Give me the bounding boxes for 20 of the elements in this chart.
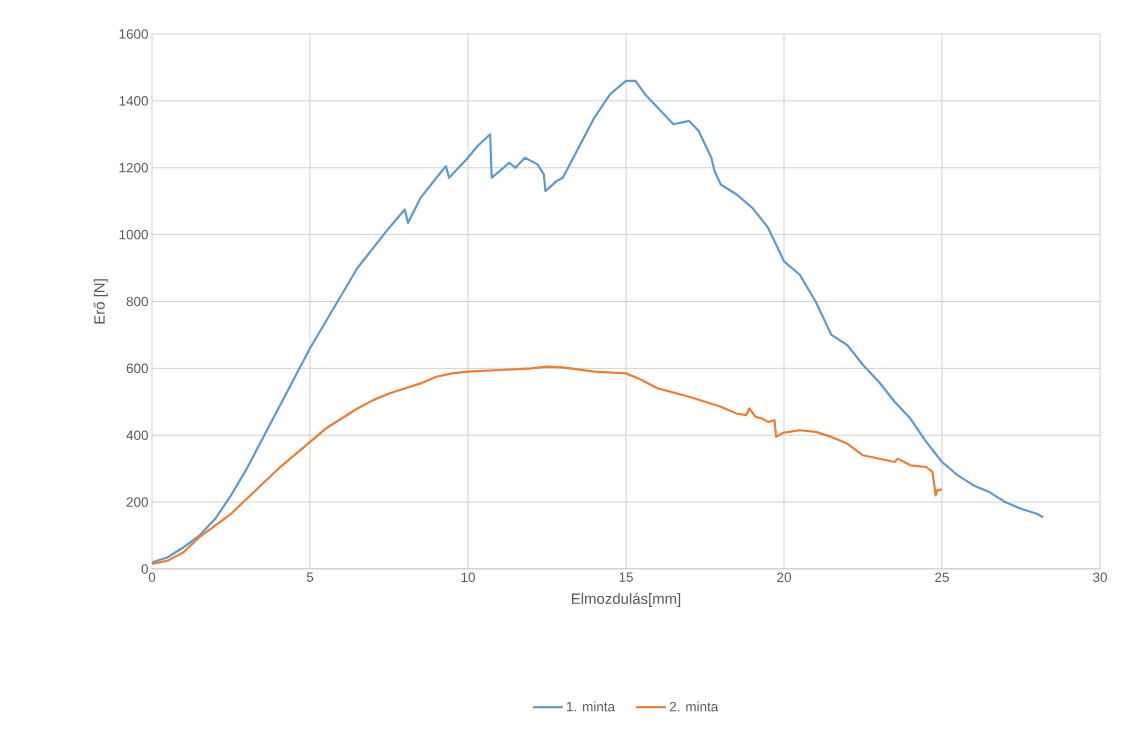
x-tick-label: 15 [619, 572, 633, 582]
x-tick-label: 25 [935, 572, 949, 583]
y-tick-label: 600 [126, 363, 148, 374]
x-tick-label: 0 [148, 572, 156, 583]
y-tick-label: 1600 [119, 29, 148, 39]
y-tick-label: 1200 [119, 162, 148, 173]
y-tick-label: 1400 [119, 96, 148, 106]
x-tick-label: 10 [461, 572, 475, 583]
y-axis-title: Erő [N] [93, 279, 108, 324]
x-tick-label: 20 [777, 572, 791, 583]
y-tick-label: 800 [126, 296, 148, 307]
x-tick-label: 5 [306, 572, 314, 582]
x-tick-label: 30 [1093, 572, 1107, 583]
y-tick-label: 0 [141, 564, 148, 574]
x-axis-title: Elmozdulás[mm] [572, 592, 681, 607]
y-tick-label: 200 [126, 497, 148, 507]
legend-label: 1. minta [566, 701, 616, 712]
y-tick-label: 400 [126, 430, 148, 440]
legend-label: 2. minta [669, 701, 719, 712]
y-tick-label: 1000 [119, 229, 148, 240]
